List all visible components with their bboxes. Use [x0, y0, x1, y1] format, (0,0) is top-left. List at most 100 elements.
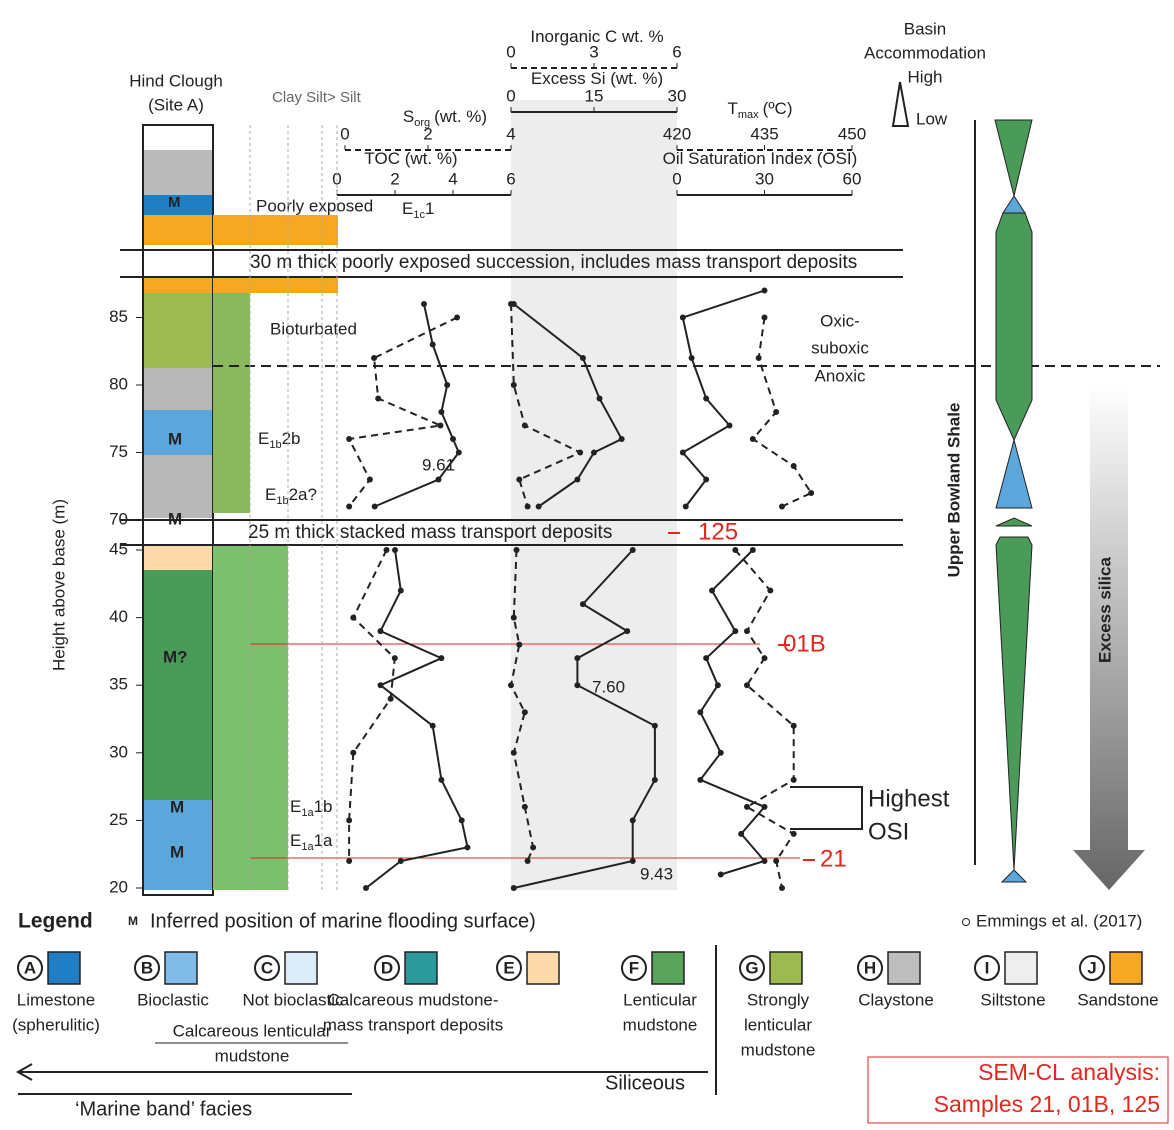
- legend-swatch: [770, 952, 802, 984]
- legend-mfs: Inferred position of marine flooding sur…: [150, 910, 536, 932]
- data-point: [630, 817, 636, 823]
- column-title: (Site A): [148, 95, 204, 114]
- data-point: [525, 504, 531, 510]
- legend-letter: J: [1087, 958, 1096, 977]
- data-point: [762, 858, 768, 864]
- data-point: [522, 804, 528, 810]
- right-title: Basin: [904, 19, 947, 38]
- weathering: [213, 545, 288, 890]
- axis-title: (wt. %): [434, 107, 487, 126]
- weathering: [213, 293, 250, 513]
- data-point: [574, 477, 580, 483]
- legend-swatch: [1110, 952, 1142, 984]
- plot-layer: Hind Clough (Site A) Clay Silt> Silt Hei…: [49, 19, 1160, 895]
- axis-title: (ºC): [763, 99, 793, 118]
- x-tick-label: 0: [672, 169, 681, 188]
- data-point: [791, 777, 797, 783]
- data-line: [349, 550, 395, 861]
- data-point: [580, 355, 586, 361]
- sample-arrow: [668, 533, 815, 860]
- data-line: [366, 550, 468, 888]
- t: 1a: [314, 831, 333, 850]
- data-point: [346, 858, 352, 864]
- data-point: [591, 450, 597, 456]
- sample-label: 125: [698, 518, 738, 545]
- y-tick-label: 85: [109, 307, 128, 326]
- data-point: [574, 682, 580, 688]
- data-point: [346, 436, 352, 442]
- accom: [996, 440, 1032, 508]
- data-point: [516, 477, 522, 483]
- x-axis-title: Excess Si (wt. %): [531, 69, 663, 88]
- data-point: [697, 777, 703, 783]
- data-point: [392, 655, 398, 661]
- x-tick-label: 15: [585, 86, 604, 105]
- legend-label: Calcareous mudstone-: [327, 990, 498, 1009]
- y-tick-label: 30: [109, 742, 128, 761]
- annotation: E1a1b: [290, 797, 333, 818]
- data-point: [624, 628, 630, 634]
- legend-swatch: [405, 952, 437, 984]
- x-tick-label: 6: [506, 169, 515, 188]
- data-point: [791, 723, 797, 729]
- ubs-label: Upper Bowland Shale: [944, 403, 963, 578]
- x-axis-title: Oil Saturation Index (OSI): [663, 149, 858, 168]
- y-axis-title: Height above base (m): [49, 499, 68, 671]
- data-point: [375, 396, 381, 402]
- legend-swatch: [652, 952, 684, 984]
- data-point: [762, 804, 768, 810]
- litho: [144, 293, 212, 368]
- legend-group: Calcareous lenticular: [173, 1021, 332, 1040]
- column-title: Hind Clough: [129, 71, 223, 90]
- data-point: [750, 436, 756, 442]
- x-axis-title: Tmax(ºC): [728, 99, 793, 120]
- t: E: [402, 199, 413, 218]
- y-tick-label: 25: [109, 810, 128, 829]
- right-title: Accommodation: [864, 43, 986, 62]
- data-point: [511, 750, 517, 756]
- data-point: [738, 831, 744, 837]
- data-point: [762, 288, 768, 294]
- data-point: [683, 504, 689, 510]
- data-point: [508, 301, 514, 307]
- x-tick-label: 2: [390, 169, 399, 188]
- data-point: [709, 588, 715, 594]
- x-tick-label: 30: [668, 86, 687, 105]
- data-point: [680, 315, 686, 321]
- legend-label: Limestone: [17, 990, 95, 1009]
- data-point: [652, 777, 658, 783]
- data-point: [689, 355, 695, 361]
- t: E: [258, 429, 269, 448]
- data-point: [363, 885, 369, 891]
- legend-swatch: [527, 952, 559, 984]
- x-tick-label: 420: [663, 124, 691, 143]
- x-tick-label: 0: [340, 124, 349, 143]
- data-point: [516, 642, 522, 648]
- data-point: [388, 696, 394, 702]
- data-point: [522, 423, 528, 429]
- y-tick-label: 45: [109, 539, 128, 558]
- axis-title: Inorganic C wt. %: [530, 27, 663, 46]
- t: E: [290, 797, 301, 816]
- value-note: 9.43: [640, 864, 673, 883]
- data-point: [514, 547, 520, 553]
- y-tick-label: 80: [109, 374, 128, 393]
- data-point: [536, 504, 542, 510]
- mfs-mark: M?: [163, 647, 188, 666]
- data-point: [444, 382, 450, 388]
- legend-label: Siltstone: [980, 990, 1045, 1009]
- axis-title: T: [728, 99, 738, 118]
- data-point: [350, 750, 356, 756]
- t: 1c: [413, 209, 425, 221]
- legend-label: lenticular: [744, 1015, 812, 1034]
- litho: [144, 215, 212, 245]
- legend-label: mudstone: [741, 1040, 816, 1059]
- sample-label: 01B: [783, 630, 826, 657]
- data-point: [791, 831, 797, 837]
- data-point: [697, 709, 703, 715]
- data-point: [511, 615, 517, 621]
- annotation: 30 m thick poorly exposed succession, in…: [250, 252, 857, 273]
- accom: [996, 213, 1032, 440]
- data-point: [530, 844, 536, 850]
- accom: [995, 120, 1032, 196]
